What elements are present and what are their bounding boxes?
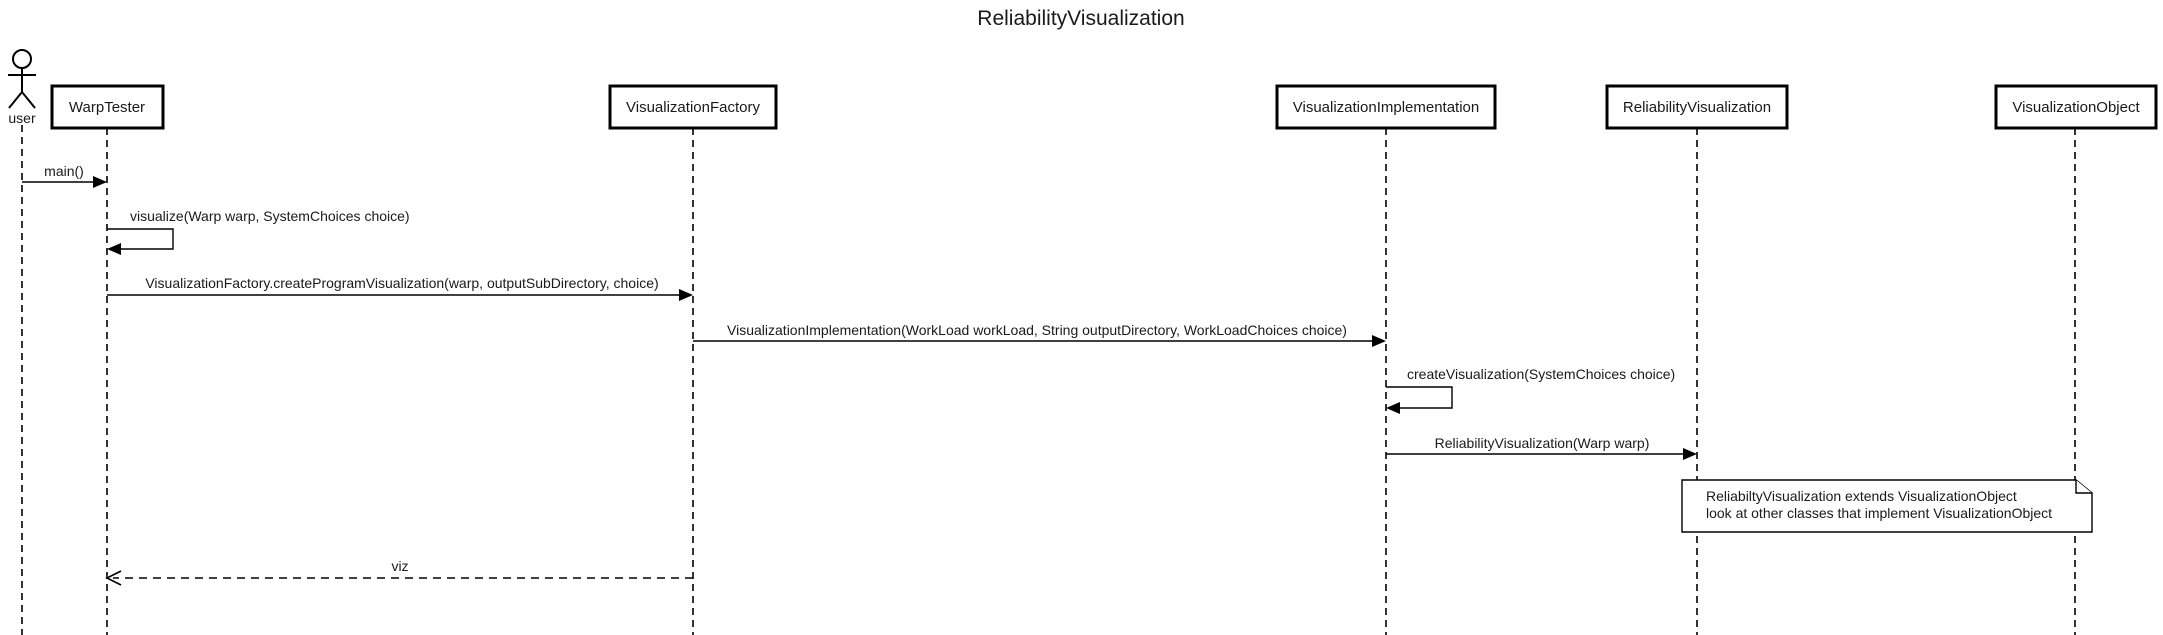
- message-visualize-label: visualize(Warp warp, SystemChoices choic…: [130, 208, 410, 224]
- message-create-program-visualization-label: VisualizationFactory.createProgramVisual…: [145, 275, 658, 291]
- arrowhead-icon: [93, 176, 107, 188]
- note-line-2: look at other classes that implement Vis…: [1706, 505, 2052, 521]
- diagram-title: ReliabilityVisualization: [977, 7, 1184, 30]
- message-create-visualization-self[interactable]: createVisualization(SystemChoices choice…: [1386, 366, 1675, 414]
- actor-user[interactable]: user: [8, 49, 36, 126]
- participant-visualizationobject[interactable]: VisualizationObject: [1994, 84, 2158, 130]
- note-line-1: ReliabiltyVisualization extends Visualiz…: [1706, 488, 2017, 504]
- note[interactable]: ReliabiltyVisualization extends Visualiz…: [1681, 479, 2093, 533]
- participant-visualizationfactory-label: VisualizationFactory: [626, 99, 760, 116]
- note-fold-icon: [2075, 480, 2092, 494]
- actor-stick-figure-icon: [8, 49, 36, 109]
- participant-visualizationfactory[interactable]: VisualizationFactory: [608, 84, 778, 130]
- participant-visualizationimplementation[interactable]: VisualizationImplementation: [1275, 84, 1497, 130]
- message-main[interactable]: main(): [22, 163, 107, 188]
- message-visualization-implementation[interactable]: VisualizationImplementation(WorkLoad wor…: [693, 322, 1386, 347]
- participant-warptester[interactable]: WarpTester: [50, 84, 165, 130]
- message-main-label: main(): [44, 163, 84, 179]
- message-visualization-implementation-label: VisualizationImplementation(WorkLoad wor…: [727, 322, 1347, 338]
- open-arrowhead-icon: [105, 570, 122, 586]
- participant-reliabilityvisualization[interactable]: ReliabilityVisualization: [1605, 84, 1789, 130]
- message-reliability-visualization[interactable]: ReliabilityVisualization(Warp warp): [1386, 435, 1697, 460]
- message-create-program-visualization[interactable]: VisualizationFactory.createProgramVisual…: [107, 275, 693, 301]
- message-viz-return[interactable]: viz: [105, 558, 693, 586]
- actor-user-label: user: [8, 110, 36, 126]
- arrowhead-icon: [1683, 448, 1697, 460]
- message-create-visualization-label: createVisualization(SystemChoices choice…: [1407, 366, 1675, 382]
- participant-visualizationimplementation-label: VisualizationImplementation: [1293, 99, 1480, 116]
- message-reliability-visualization-label: ReliabilityVisualization(Warp warp): [1435, 435, 1650, 451]
- participant-visualizationobject-label: VisualizationObject: [2012, 99, 2140, 116]
- message-viz-label: viz: [391, 558, 408, 574]
- arrowhead-icon: [679, 289, 693, 301]
- arrowhead-icon: [1372, 335, 1386, 347]
- arrowhead-icon: [107, 243, 121, 255]
- participant-warptester-label: WarpTester: [69, 99, 145, 116]
- arrowhead-icon: [1386, 402, 1400, 414]
- participant-reliabilityvisualization-label: ReliabilityVisualization: [1623, 99, 1771, 116]
- message-visualize-self[interactable]: visualize(Warp warp, SystemChoices choic…: [107, 208, 410, 255]
